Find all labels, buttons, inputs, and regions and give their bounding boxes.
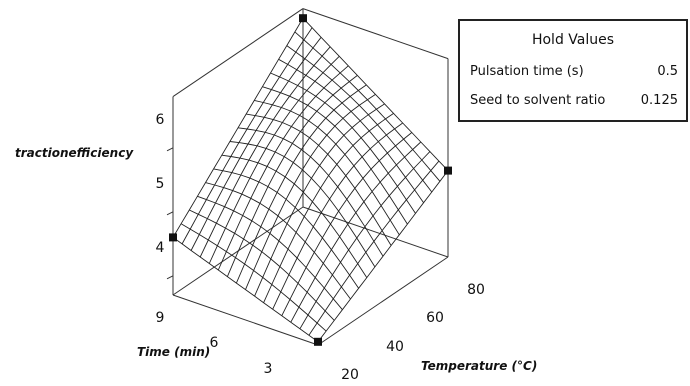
y-tick-60: 60 bbox=[426, 310, 444, 326]
x-tick-9: 9 bbox=[156, 310, 165, 326]
hold-row-seed-solvent-ratio: Seed to solvent ratio 0.125 bbox=[470, 93, 678, 108]
y-tick-20: 20 bbox=[341, 367, 359, 383]
surface-grid-line bbox=[229, 141, 376, 268]
y-axis-title: Temperature (°C) bbox=[421, 359, 537, 373]
surface-grid-line bbox=[294, 31, 441, 182]
corner-marker bbox=[444, 166, 452, 175]
corner-markers bbox=[169, 14, 452, 346]
surface-grid-line bbox=[237, 127, 384, 257]
corner-marker bbox=[299, 14, 307, 23]
surface-grid-line bbox=[221, 154, 368, 278]
surface-grid-line bbox=[308, 160, 440, 336]
hold-values-title: Hold Values bbox=[531, 32, 615, 48]
z-tick-6: 6 bbox=[156, 112, 165, 128]
surface-grid-line bbox=[226, 75, 358, 277]
x-tick-3: 3 bbox=[264, 361, 273, 377]
frame-edge bbox=[302, 8, 449, 60]
hold-values-box: Hold Values Pulsation time (s) 0.5 Seed … bbox=[458, 19, 688, 122]
surface-grid-line bbox=[205, 182, 351, 300]
surface-grid-line bbox=[278, 58, 424, 203]
x-tick-6: 6 bbox=[210, 335, 219, 351]
hold-label: Pulsation time (s) bbox=[470, 64, 584, 79]
corner-marker bbox=[314, 337, 322, 346]
hold-value: 0.125 bbox=[640, 93, 678, 108]
z-tick-4: 4 bbox=[156, 240, 165, 256]
z-tick-mark bbox=[166, 211, 174, 216]
surface-grid-line bbox=[270, 72, 416, 214]
z-tick-5: 5 bbox=[156, 176, 165, 192]
surface-grid-line bbox=[180, 223, 327, 332]
surface-grid-line bbox=[181, 27, 313, 245]
frame-edge bbox=[317, 256, 449, 346]
frame-edge bbox=[302, 206, 449, 258]
hold-value: 0.5 bbox=[657, 64, 678, 79]
z-tick-mark bbox=[166, 275, 174, 280]
surface-grid-line bbox=[286, 45, 433, 193]
surface-grid-line bbox=[299, 151, 431, 330]
surface-grid-line bbox=[197, 195, 343, 310]
x-axis-title: Time (min) bbox=[137, 345, 210, 359]
frame-edge bbox=[172, 294, 319, 346]
frame-edge bbox=[172, 8, 304, 98]
surface-grid-line bbox=[246, 113, 392, 246]
z-tick-mark bbox=[166, 147, 174, 152]
surface-grid-line bbox=[254, 99, 400, 236]
hold-row-pulsation-time: Pulsation time (s) 0.5 bbox=[470, 64, 678, 79]
surface-grid-line bbox=[262, 86, 408, 225]
y-tick-80: 80 bbox=[467, 282, 485, 298]
surface-grid-line bbox=[302, 17, 449, 171]
hold-label: Seed to solvent ratio bbox=[470, 93, 606, 108]
surface-grid-line bbox=[189, 209, 335, 321]
surface-grid-line bbox=[213, 168, 359, 289]
surface-grid-line bbox=[217, 65, 349, 271]
surface-grid-line bbox=[263, 113, 394, 303]
surface-grid-line bbox=[172, 237, 319, 343]
corner-marker bbox=[169, 233, 177, 242]
z-axis-title: tractionefficiency bbox=[15, 146, 134, 160]
response-surface bbox=[172, 17, 449, 343]
y-tick-40: 40 bbox=[386, 339, 404, 355]
surface-grid-line bbox=[190, 37, 322, 251]
plot-frame bbox=[166, 8, 449, 346]
